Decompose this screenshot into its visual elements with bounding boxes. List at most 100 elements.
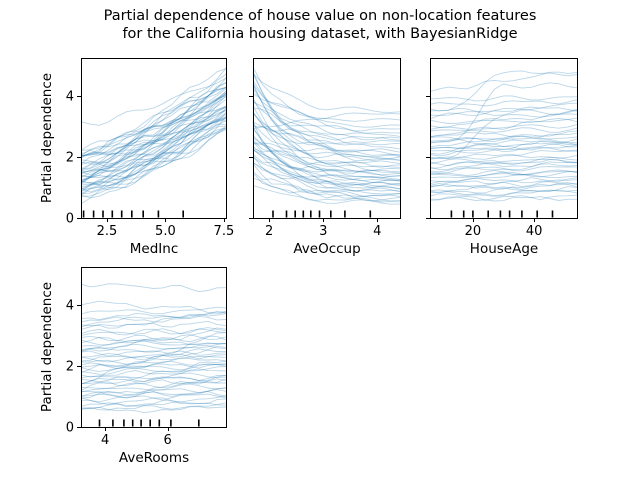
decile-rug [272,210,372,218]
ice-line [252,85,401,158]
ice-line [80,113,227,186]
ice-line [429,163,578,174]
ice-line [81,67,227,156]
x-tick-label: 7.5 [214,224,235,239]
ice-line [80,360,227,367]
subplot-aveoccup: 2 3 4 [249,58,401,239]
ice-line [80,87,227,152]
ice-line [80,127,227,205]
ice-line [429,189,578,197]
ice-line [252,73,401,161]
ice-line [80,109,227,172]
ice-line [80,402,227,410]
ice-line [429,186,578,194]
ice-lines [80,283,227,414]
figure-title: Partial dependence of house value on non… [0,8,640,43]
ice-line [429,95,577,102]
ice-line [252,127,401,171]
ice-line [80,401,227,411]
ice-line [80,398,227,408]
ice-line [80,95,227,178]
ice-line [80,128,227,194]
ice-line [252,137,401,179]
ice-line [80,120,227,188]
x-axis-label-aveoccup: AveOccup [293,241,361,257]
ice-line [80,68,227,151]
ice-line [252,142,401,159]
ice-line [429,102,578,120]
ice-line [80,300,227,314]
ice-line [80,378,227,399]
x-tick-label: 6 [164,433,172,448]
ice-line [429,169,578,177]
ice-line [80,87,227,158]
ice-line [252,155,401,195]
ice-line [252,106,401,168]
ice-line [80,91,227,157]
decile-rug [450,210,554,218]
ice-line [80,96,227,172]
ice-line [80,106,227,181]
ice-line [252,135,401,176]
ice-line [80,129,227,199]
ice-line [80,92,227,177]
ice-line [252,148,401,190]
x-tick-label: 40 [526,224,543,239]
ice-line [80,106,227,173]
ice-line [429,189,578,197]
ice-line [80,372,227,380]
ice-line [252,122,401,190]
ice-line [429,106,578,113]
decile-rug [98,419,200,427]
figure-title-line2: for the California housing dataset, with… [122,25,518,42]
ice-line [80,123,227,191]
ice-line [80,127,227,190]
axes-box [430,58,578,219]
figure-title-line1: Partial dependence of house value on non… [103,8,537,24]
y-tick-label: 0 [66,212,74,227]
ice-line [252,146,401,185]
ice-line [252,172,401,202]
ice-line [429,153,578,161]
ice-line [80,94,227,164]
ice-line [80,87,227,155]
ice-line [252,171,401,197]
ice-line [80,98,227,181]
ice-line [429,156,578,169]
ice-line [80,77,227,158]
ice-line [80,368,227,378]
x-tick-label: 4 [373,224,381,239]
ice-line [252,107,401,132]
ice-line [252,147,401,165]
ice-line [80,353,227,362]
x-tick-label: 2.5 [97,224,118,239]
ice-line [80,363,227,372]
ice-line [429,99,578,107]
ice-line [252,100,401,150]
ice-line [80,342,227,351]
y-axis-label-averooms: Partial dependence [39,281,55,413]
ice-line [80,81,227,159]
ice-lines [80,67,227,205]
ice-line [80,306,227,315]
ice-line [429,177,578,188]
ice-line [252,127,401,192]
ice-line [80,106,227,184]
ice-line [429,141,578,148]
ice-line [81,395,227,405]
ice-line [80,311,227,321]
ice-line [429,71,578,93]
ice-line [80,381,226,389]
ice-line [252,139,401,183]
ice-line [80,95,227,173]
ice-line [80,374,227,385]
ice-line [429,183,578,190]
ice-line [429,135,578,143]
ice-line [80,114,227,184]
ice-line [80,125,227,196]
ice-line [252,73,401,113]
ice-line [80,355,227,363]
ice-line [80,388,227,399]
